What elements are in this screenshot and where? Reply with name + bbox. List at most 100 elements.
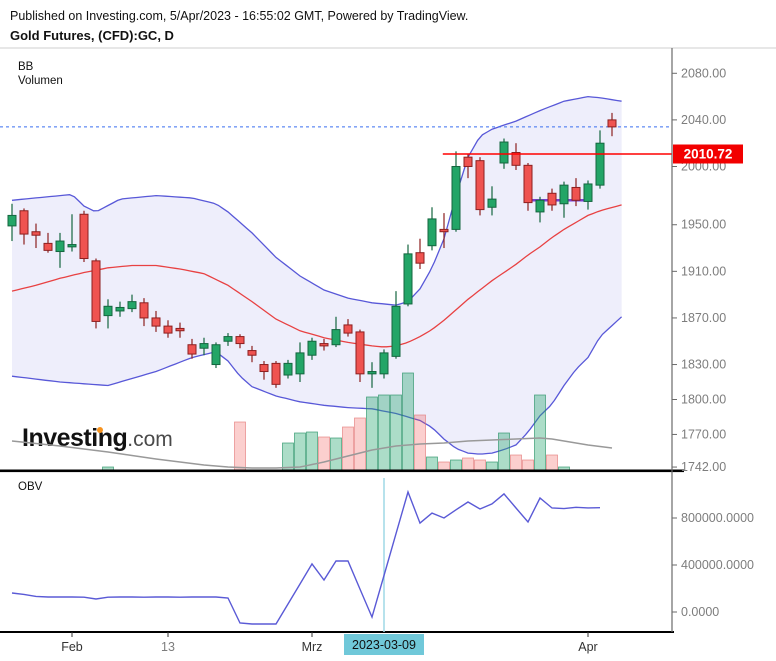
price-axis-label: 1830.00: [681, 358, 726, 372]
candle-body: [451, 165, 461, 230]
candle-body: [595, 142, 605, 186]
candle-body: [151, 317, 161, 327]
investing-logo-suffix: .com: [127, 428, 173, 451]
candle-body: [343, 324, 353, 334]
price-label: 2010.72: [684, 147, 733, 162]
bollinger-lower-line: [11, 316, 623, 455]
volume-bar: [510, 454, 522, 470]
candle-body: [91, 260, 101, 322]
candle-body: [475, 160, 485, 211]
legend-item-volume[interactable]: Volumen: [18, 75, 63, 87]
candles[interactable]: [7, 112, 617, 388]
time-axis-label: Mrz: [302, 640, 323, 654]
candle-body: [367, 371, 377, 375]
candle-body: [7, 214, 17, 227]
pane-separator: [0, 469, 684, 473]
volume-bar: [474, 459, 486, 470]
volume-bar: [558, 466, 570, 470]
volume-bar: [330, 437, 342, 470]
time-axis-label: Feb: [61, 640, 83, 654]
volume-bar: [102, 466, 114, 470]
candle-body: [535, 199, 545, 213]
crosshair-date-label: 2023-03-09: [352, 638, 416, 652]
candle-body: [307, 340, 317, 356]
volume-bar: [498, 432, 510, 470]
time-axis[interactable]: Feb 13 Mrz Apr 2023-03-09: [61, 632, 598, 655]
candle-body: [199, 343, 209, 349]
volume-bar: [390, 394, 402, 470]
price-label-bg[interactable]: [673, 144, 743, 164]
volume-bar: [366, 396, 378, 470]
price-axis-label: 1800.00: [681, 392, 726, 406]
candle-body: [295, 352, 305, 375]
obv-pane[interactable]: 800000.0000 400000.0000 0.0000: [11, 478, 754, 632]
candle-body: [43, 242, 53, 251]
candle-body: [499, 141, 509, 164]
candle-body: [247, 350, 257, 356]
legend-item-obv[interactable]: OBV: [18, 481, 43, 493]
volume-ma-line: [11, 437, 613, 469]
candle-body: [607, 119, 617, 128]
candle-body: [391, 305, 401, 357]
time-axis-label: 13: [161, 640, 175, 654]
bollinger-band-fill: [12, 96, 622, 454]
candle-body: [559, 184, 569, 205]
volume-bar: [426, 456, 438, 470]
volume-bar: [462, 457, 474, 470]
candle-body: [79, 213, 89, 260]
candle-body: [223, 336, 233, 342]
volume-bar: [282, 442, 294, 470]
obv-axis-label: 400000.0000: [681, 558, 754, 572]
obv-axis-label: 800000.0000: [681, 511, 754, 525]
main-pane[interactable]: [0, 95, 672, 470]
volume-bar: [234, 421, 246, 470]
candle-body: [487, 198, 497, 208]
candle-body: [211, 344, 221, 366]
candle-body: [355, 331, 365, 375]
candle-body: [163, 325, 173, 334]
candle-body: [55, 240, 65, 253]
volume-bar: [402, 372, 414, 470]
candle-body: [103, 305, 113, 317]
volume-bar: [342, 426, 354, 470]
candle-body: [523, 164, 533, 204]
volume-bar: [534, 394, 546, 470]
candle-body: [67, 244, 77, 248]
time-axis-line: [0, 631, 674, 633]
price-axis-label: 2040.00: [681, 113, 726, 127]
candle-body: [235, 336, 245, 345]
price-axis-label: 1742.00: [681, 460, 726, 474]
volume-bar: [318, 436, 330, 470]
candle-body: [403, 253, 413, 305]
candle-body: [19, 210, 29, 235]
volume-bar: [414, 414, 426, 470]
candle-body: [331, 329, 341, 346]
volume-bar: [378, 394, 390, 470]
price-axis-label: 2080.00: [681, 66, 726, 80]
candle-body: [583, 183, 593, 202]
bollinger-upper-line: [11, 95, 622, 306]
volume-bar: [306, 431, 318, 470]
legend-item-bb[interactable]: BB: [18, 61, 34, 73]
obv-axis-label: 0.0000: [681, 605, 719, 619]
volume-bar: [546, 454, 558, 470]
time-axis-label: Apr: [578, 640, 597, 654]
volume-bar: [450, 459, 462, 470]
candle-body: [319, 343, 329, 347]
price-axis[interactable]: 2080.002040.002000.001950.001910.001870.…: [672, 66, 726, 474]
crosshair-date-label-bg: [344, 634, 424, 655]
volume-bar: [438, 461, 450, 470]
volume-bars: [102, 372, 570, 470]
volume-bar: [294, 432, 306, 470]
published-line: Published on Investing.com, 5/Apr/2023 -…: [10, 9, 469, 23]
candle-body: [187, 344, 197, 355]
candle-body: [571, 186, 581, 201]
volume-bar: [354, 417, 366, 470]
candle-body: [439, 228, 449, 233]
candle-body: [463, 156, 473, 167]
investing-logo-dot-icon: [97, 427, 103, 433]
price-axis-label: 1950.00: [681, 218, 726, 232]
candle-body: [259, 364, 269, 373]
obv-line: [11, 489, 601, 625]
